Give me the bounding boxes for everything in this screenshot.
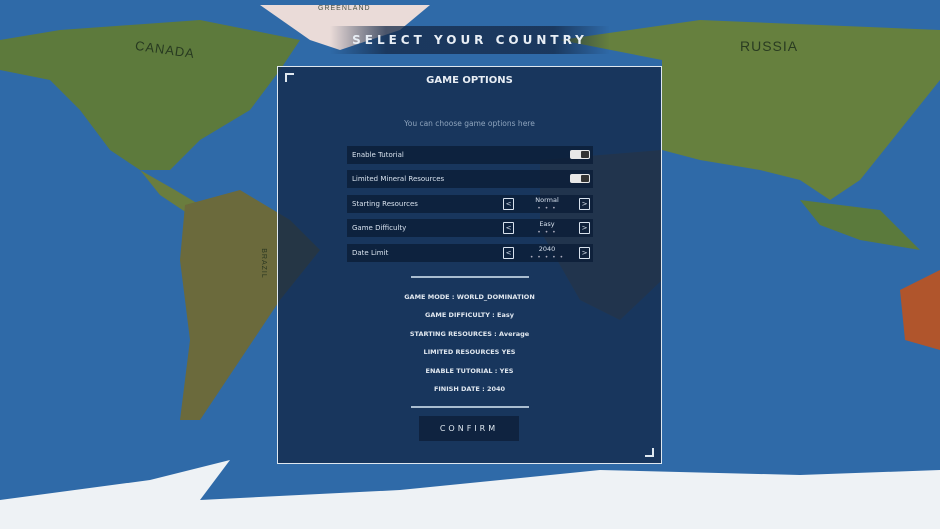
chevron-right-icon[interactable]: > bbox=[579, 198, 590, 210]
panel-title: GAME OPTIONS bbox=[426, 75, 513, 86]
australia[interactable] bbox=[900, 270, 940, 350]
confirm-button[interactable]: CONFIRM bbox=[419, 416, 519, 441]
option-dots: • • • bbox=[537, 205, 557, 212]
select-country-header: SELECT YOUR COUNTRY bbox=[330, 26, 610, 54]
option-limited-mineral-resources: Limited Mineral Resources bbox=[347, 170, 593, 188]
chevron-left-icon[interactable]: < bbox=[503, 198, 514, 210]
option-date-limit: Date Limit < 2040 • • • • • > bbox=[347, 244, 593, 262]
chevron-left-icon[interactable]: < bbox=[503, 247, 514, 259]
option-dots: • • • bbox=[537, 229, 557, 236]
option-value: 2040 bbox=[538, 245, 556, 253]
limited-resources-toggle[interactable] bbox=[570, 174, 590, 183]
eurasia[interactable] bbox=[560, 20, 940, 200]
summary-game-mode: GAME MODE : WORLD_DOMINATION bbox=[404, 293, 535, 301]
divider bbox=[411, 406, 529, 408]
antarctica[interactable] bbox=[0, 460, 940, 529]
summary-starting-resources: STARTING RESOURCES : Average bbox=[409, 330, 530, 338]
panel-subtitle: You can choose game options here bbox=[404, 119, 535, 128]
option-enable-tutorial: Enable Tutorial bbox=[347, 146, 593, 164]
option-value: Easy bbox=[539, 220, 555, 228]
option-dots: • • • • • bbox=[529, 254, 565, 261]
map-label-brazil: BRAZIL bbox=[259, 248, 267, 279]
resize-corner-icon bbox=[645, 448, 654, 457]
option-label: Date Limit bbox=[352, 249, 389, 257]
option-label: Starting Resources bbox=[352, 200, 418, 208]
summary-enable-tutorial: ENABLE TUTORIAL : YES bbox=[425, 367, 514, 375]
option-game-difficulty: Game Difficulty < Easy • • • > bbox=[347, 219, 593, 237]
chevron-left-icon[interactable]: < bbox=[503, 222, 514, 234]
north-america[interactable] bbox=[0, 20, 300, 170]
option-label: Limited Mineral Resources bbox=[352, 175, 445, 183]
chevron-right-icon[interactable]: > bbox=[579, 247, 590, 259]
corner-bracket-icon bbox=[285, 73, 294, 82]
option-starting-resources: Starting Resources < Normal • • • > bbox=[347, 195, 593, 213]
central-america[interactable] bbox=[140, 170, 200, 215]
game-options-panel: GAME OPTIONS You can choose game options… bbox=[277, 66, 662, 464]
option-value: Normal bbox=[535, 196, 559, 204]
summary-game-difficulty: GAME DIFFICULTY : Easy bbox=[425, 311, 514, 319]
map-label-greenland: GREENLAND bbox=[318, 5, 371, 12]
divider bbox=[411, 276, 529, 278]
summary-limited-resources: LIMITED RESOURCES YES bbox=[423, 348, 516, 356]
map-label-russia: RUSSIA bbox=[740, 38, 799, 54]
summary-finish-date: FINISH DATE : 2040 bbox=[433, 385, 506, 393]
option-label: Enable Tutorial bbox=[352, 151, 404, 159]
southeast-asia[interactable] bbox=[800, 200, 920, 250]
chevron-right-icon[interactable]: > bbox=[579, 222, 590, 234]
enable-tutorial-toggle[interactable] bbox=[570, 150, 590, 159]
option-label: Game Difficulty bbox=[352, 224, 407, 232]
